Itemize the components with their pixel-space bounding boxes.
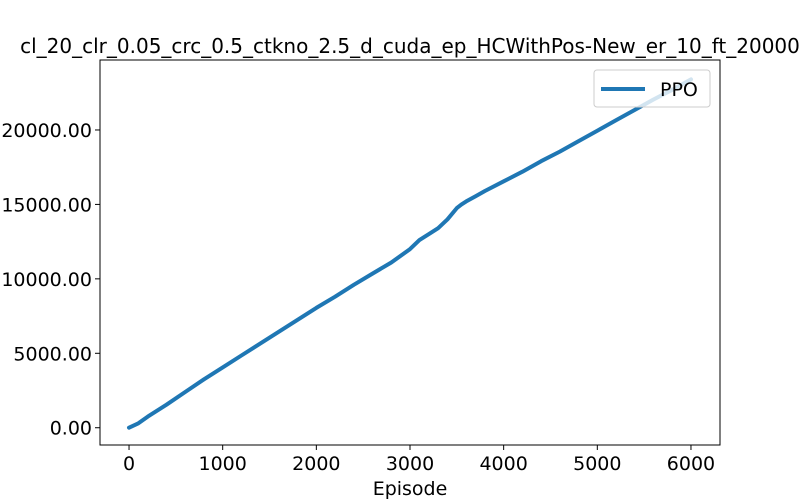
legend-label-ppo: PPO [660,79,698,101]
y-tick-label: 10000.00 [1,269,92,291]
x-tick-label: 6000 [667,453,715,475]
x-tick-label: 4000 [479,453,527,475]
x-tick-label: 5000 [573,453,621,475]
x-tick-label: 1000 [199,453,247,475]
chart-title: cl_20_clr_0.05_crc_0.5_ctkno_2.5_d_cuda_… [20,34,800,58]
y-tick-label: 20000.00 [1,120,92,142]
legend: PPO [593,69,711,108]
x-axis: 0 1000 2000 3000 4000 5000 6000 [123,445,715,475]
series-layer [127,77,693,430]
series-line-ppo [127,77,693,430]
x-tick-label: 3000 [386,453,434,475]
x-axis-label: Episode [373,478,448,500]
legend-box [593,69,711,108]
y-tick-label: 5000.00 [13,343,92,365]
x-tick-label: 0 [123,453,135,475]
x-tick-label: 2000 [292,453,340,475]
y-tick-label: 15000.00 [1,194,92,216]
y-tick-label: 0.00 [50,418,92,440]
y-axis: 0.00 5000.00 10000.00 15000.00 20000.00 [1,120,100,440]
